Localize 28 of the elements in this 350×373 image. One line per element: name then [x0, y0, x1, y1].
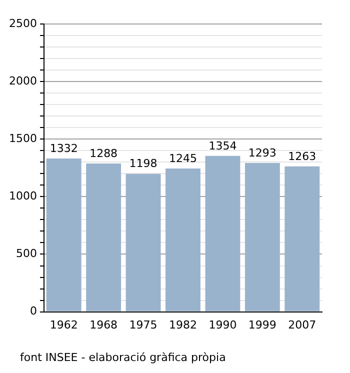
text: font INSEE - elaboració gràfica pròpia	[20, 351, 226, 364]
data-label: 1198	[129, 157, 158, 170]
y-tick-label: 1500	[8, 132, 37, 145]
data-label: 1245	[168, 152, 197, 165]
y-tick-label: 500	[16, 247, 37, 260]
data-label: 1263	[288, 150, 316, 163]
bar	[205, 156, 240, 312]
x-tick-label: 1990	[208, 318, 237, 332]
y-tick-label: 0	[30, 304, 37, 318]
bar	[284, 166, 320, 312]
x-tick-label: 1975	[129, 318, 158, 332]
bar	[244, 162, 280, 312]
data-label: 1354	[208, 139, 237, 152]
x-tick-label: 2007	[288, 318, 316, 332]
y-tick-label: 2500	[8, 16, 37, 30]
x-tick-label: 1968	[90, 318, 118, 332]
x-tick-label: 1982	[168, 318, 197, 332]
data-label: 1288	[90, 146, 118, 160]
bar	[166, 168, 200, 312]
y-tick-label: 1000	[8, 190, 37, 203]
x-tick-label: 1962	[50, 318, 78, 332]
y-tick-label: 2000	[8, 74, 37, 88]
data-label: 1293	[248, 146, 276, 160]
bar	[86, 164, 122, 312]
bar	[126, 174, 161, 312]
bar	[46, 158, 82, 312]
data-label: 1332	[50, 142, 78, 155]
x-tick-label: 1999	[248, 318, 276, 332]
